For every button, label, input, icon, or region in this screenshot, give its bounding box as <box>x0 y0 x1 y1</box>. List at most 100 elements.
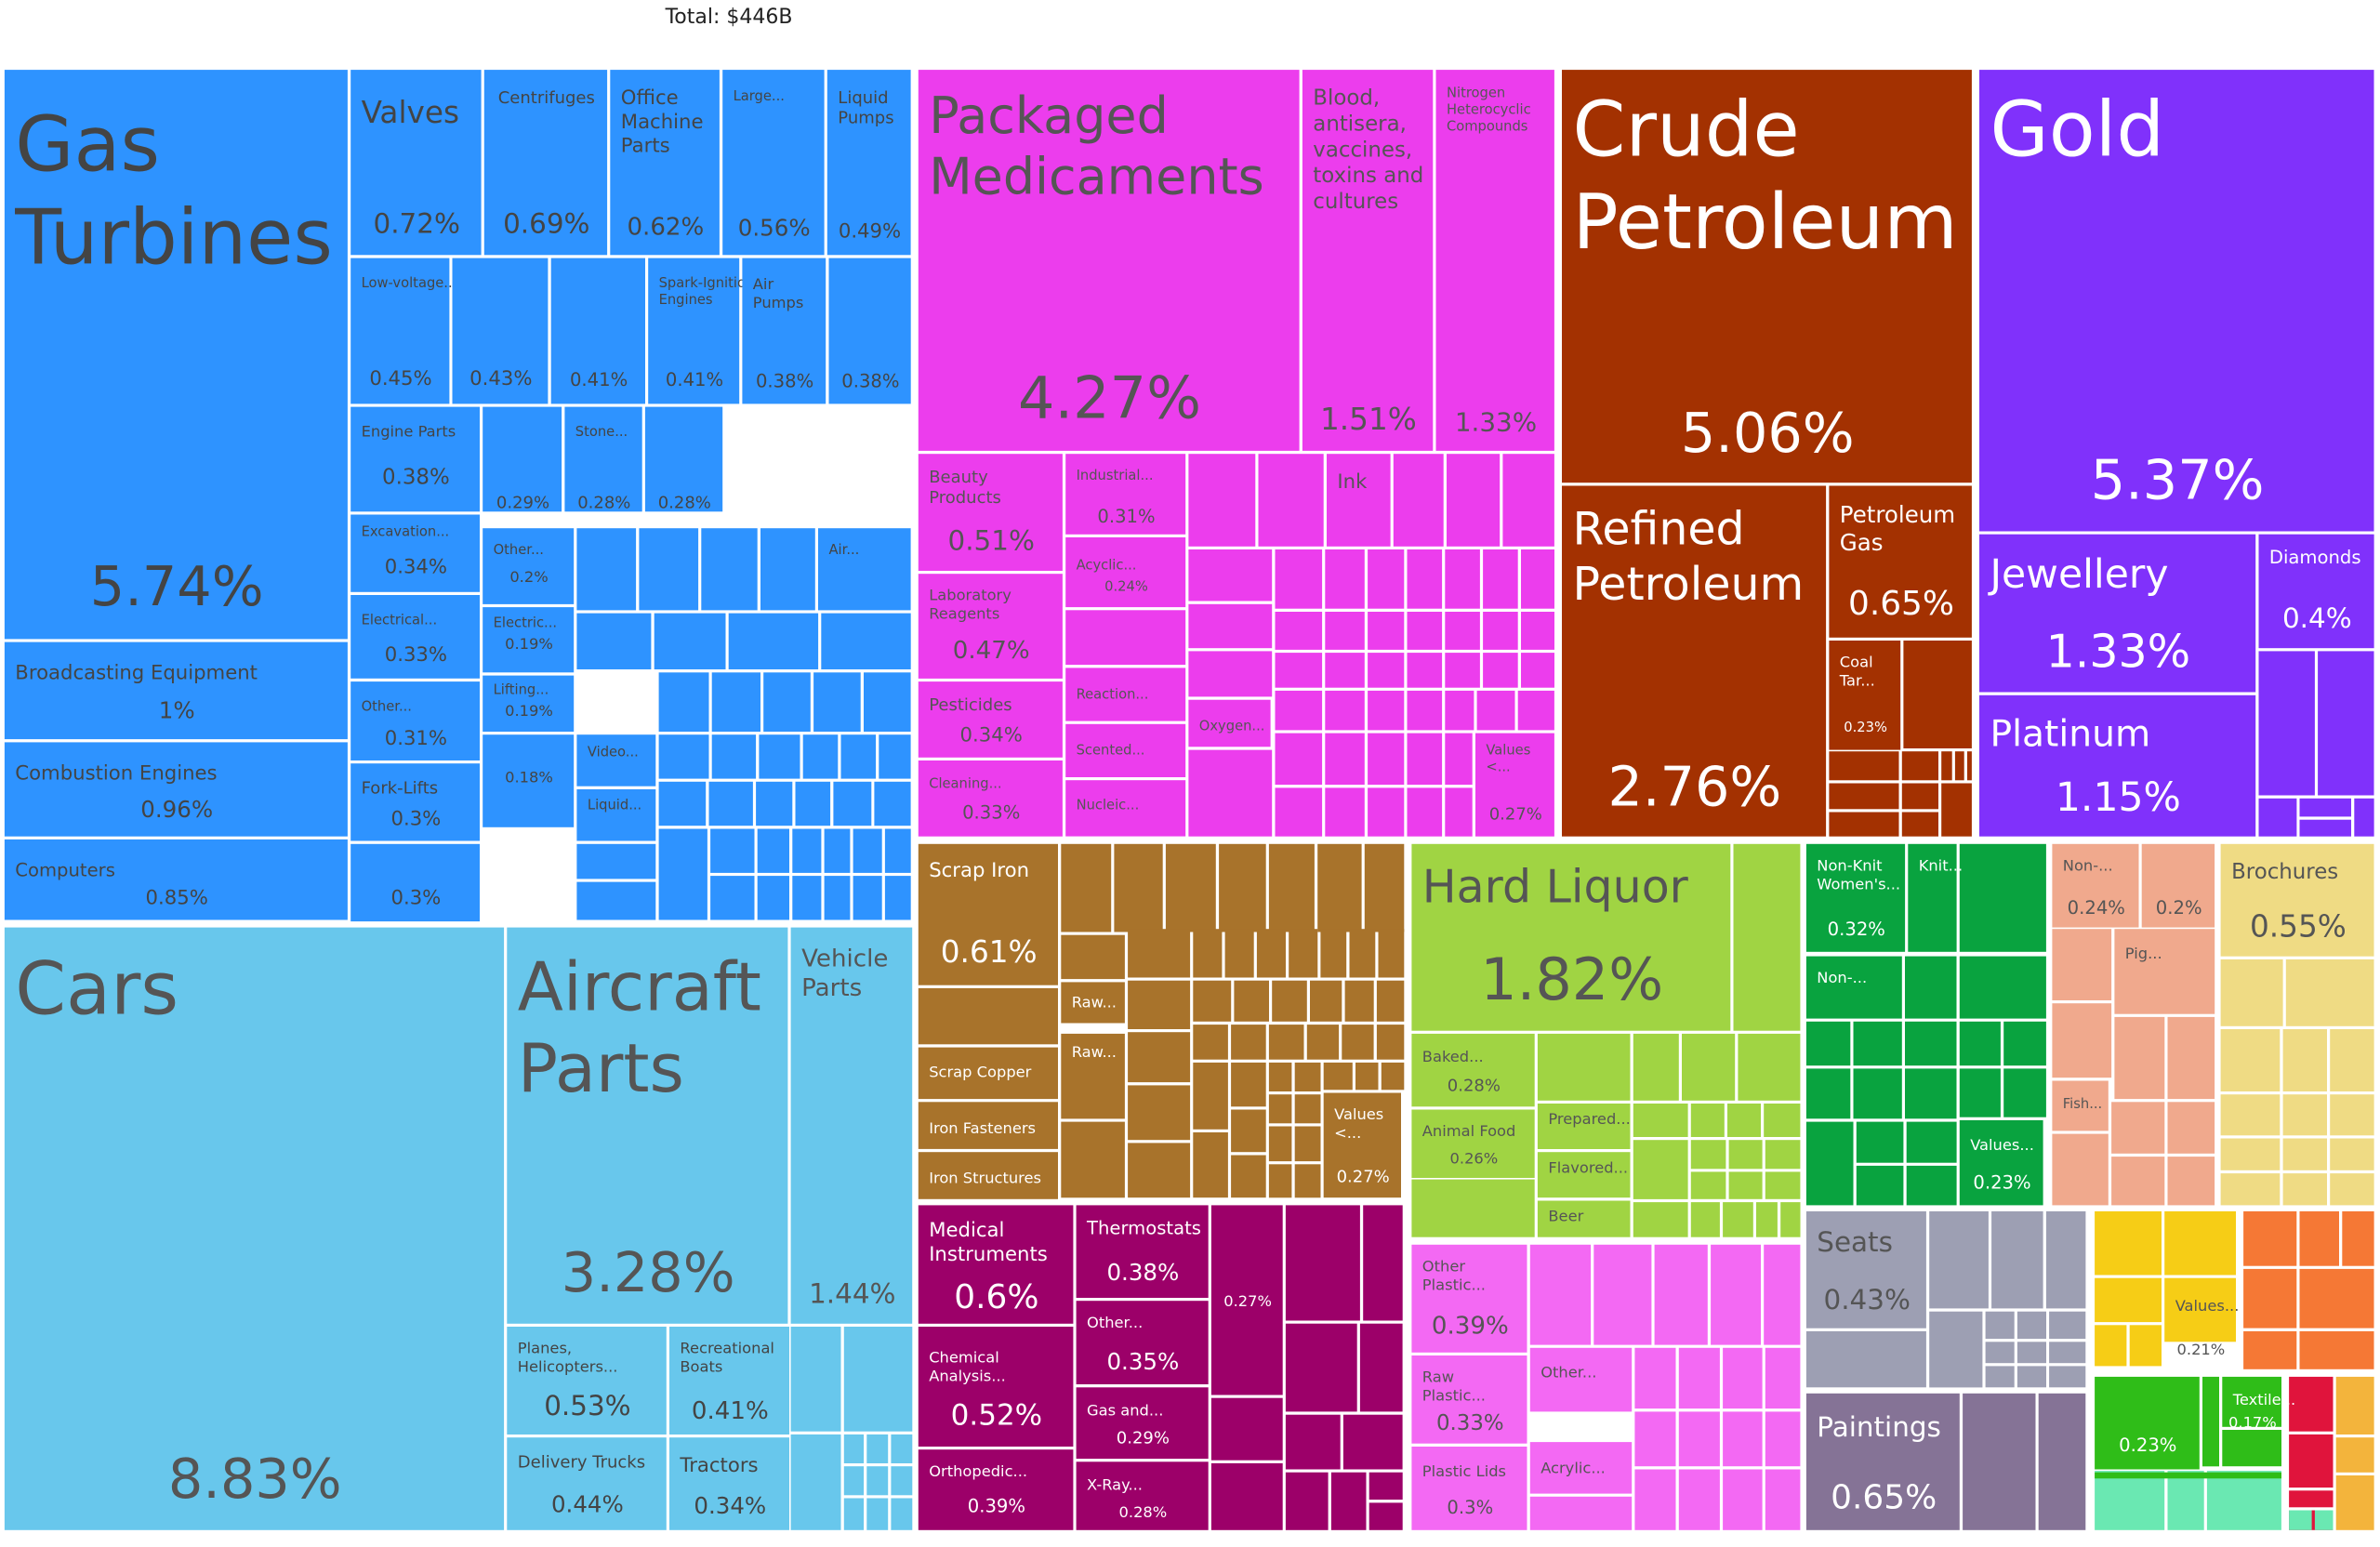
treemap-tile <box>1349 929 1376 978</box>
treemap-tile <box>2095 1325 2127 1367</box>
treemap-tile <box>866 1466 889 1496</box>
treemap-tile-cleaning <box>918 760 1063 837</box>
treemap-tile <box>1856 1121 1904 1163</box>
treemap-tile <box>2129 1325 2162 1367</box>
treemap-tile <box>1368 1472 1403 1501</box>
treemap-tile <box>760 528 815 611</box>
treemap-tile <box>1756 1202 1778 1237</box>
treemap-tile-non-knit-women-s <box>1805 843 1906 952</box>
treemap-tile <box>1224 929 1254 978</box>
treemap-tile <box>1188 549 1273 602</box>
treemap-tile-air-pumps <box>742 258 826 404</box>
treemap-tile <box>1682 1033 1736 1101</box>
treemap-tile <box>1805 1330 1926 1388</box>
treemap-tile <box>1476 690 1515 731</box>
treemap-tile-hard-liquor <box>1411 843 1731 1031</box>
treemap-tile <box>1188 749 1273 837</box>
treemap-tile-fork-lifts <box>350 763 480 841</box>
treemap-tile-fish <box>2052 1080 2109 1131</box>
treemap-tile-liquid-pumps <box>826 70 911 256</box>
treemap-tile <box>1723 1411 1763 1467</box>
treemap-tile-other <box>350 681 480 760</box>
treemap-tile <box>1445 787 1473 837</box>
treemap-tile <box>1521 653 1554 688</box>
treemap-tile <box>658 781 707 826</box>
treemap-tile-x-ray <box>1076 1461 1209 1530</box>
treemap-tile <box>1985 1311 2015 1340</box>
treemap-tile <box>2164 1210 2236 1276</box>
treemap-tile <box>1325 787 1365 837</box>
treemap-tile <box>1521 612 1554 650</box>
treemap-tile-petroleum-gas <box>1829 485 1972 638</box>
treemap-tile <box>2282 1094 2327 1136</box>
treemap-tile <box>1723 1469 1763 1530</box>
treemap-tile-cars <box>4 927 505 1530</box>
treemap-tile-prepared <box>1537 1104 1631 1149</box>
treemap-tile <box>1954 751 1964 781</box>
treemap-tile <box>1128 1143 1191 1198</box>
treemap-tile <box>756 781 793 826</box>
treemap-tile <box>1985 1366 2015 1388</box>
treemap-tile <box>658 828 707 920</box>
treemap-tile <box>1381 1062 1405 1091</box>
treemap-tile-0-41 <box>550 258 645 404</box>
treemap-tile <box>1654 1244 1708 1345</box>
treemap-tile <box>2243 1268 2297 1329</box>
treemap-tile-scrap-copper <box>918 1047 1058 1100</box>
treemap-tile <box>2095 1277 2162 1323</box>
treemap-tile <box>1344 980 1374 1022</box>
treemap-tile <box>2003 1021 2046 1066</box>
treemap-tile <box>1765 1140 1801 1170</box>
treemap-tile <box>1231 1025 1266 1060</box>
treemap-tile <box>2167 1157 2215 1206</box>
treemap-tile-iron-fasteners <box>918 1102 1058 1149</box>
treemap-tile <box>2282 1029 2327 1091</box>
treemap-tile <box>2220 1173 2281 1206</box>
treemap-tile-baked <box>1411 1033 1535 1107</box>
treemap-tile <box>1411 1179 1535 1237</box>
treemap-tile-broadcasting-equipment <box>4 641 348 740</box>
treemap-tile-acyclic <box>1065 537 1186 608</box>
treemap-tile <box>1856 1165 1904 1206</box>
treemap-tile <box>874 781 911 826</box>
treemap-tile <box>1765 1469 1801 1530</box>
treemap-tile <box>1517 690 1554 731</box>
treemap-tile <box>2038 1393 2086 1530</box>
treemap-tile <box>2202 1376 2219 1467</box>
treemap-tile <box>1941 751 1952 781</box>
treemap-tile <box>1502 454 1554 547</box>
treemap-tile <box>1690 1202 1720 1237</box>
treemap-tile <box>1445 549 1480 609</box>
treemap-tile-valves <box>350 70 482 256</box>
treemap-tile <box>654 613 726 669</box>
treemap-tile <box>1967 751 1972 781</box>
treemap-tile <box>1275 690 1323 731</box>
treemap-tile <box>1723 1347 1763 1409</box>
treemap-tile-recreational-boats <box>669 1327 789 1435</box>
treemap-tile <box>1355 1062 1379 1091</box>
treemap-tile-electric <box>483 607 575 673</box>
treemap-tile <box>1368 612 1405 650</box>
treemap-tile <box>2289 1490 2334 1508</box>
treemap-tile <box>1219 843 1266 932</box>
treemap-tile <box>1633 1202 1688 1237</box>
treemap-tile <box>1905 956 1957 1019</box>
treemap-tile <box>757 876 789 920</box>
treemap-tile <box>1317 843 1362 932</box>
treemap-tile <box>1330 1472 1367 1530</box>
treemap-tile <box>853 876 882 920</box>
treemap-tile-reaction <box>1065 668 1186 721</box>
treemap-tile <box>1963 1393 2036 1530</box>
treemap-tile-0-27 <box>1210 1205 1283 1395</box>
treemap-tile-gas-and <box>1076 1387 1209 1460</box>
treemap-tile <box>1114 843 1163 932</box>
treemap-tile <box>1128 1032 1191 1083</box>
treemap-tile <box>1633 1140 1688 1199</box>
treemap-tile <box>1853 1021 1902 1066</box>
treemap-tile <box>1325 549 1365 609</box>
treemap-tile <box>1193 929 1223 978</box>
treemap-tile <box>1268 1062 1292 1091</box>
treemap-tile-values <box>1475 733 1554 837</box>
treemap-tile <box>2114 1016 2165 1100</box>
treemap-tile <box>1407 612 1443 650</box>
